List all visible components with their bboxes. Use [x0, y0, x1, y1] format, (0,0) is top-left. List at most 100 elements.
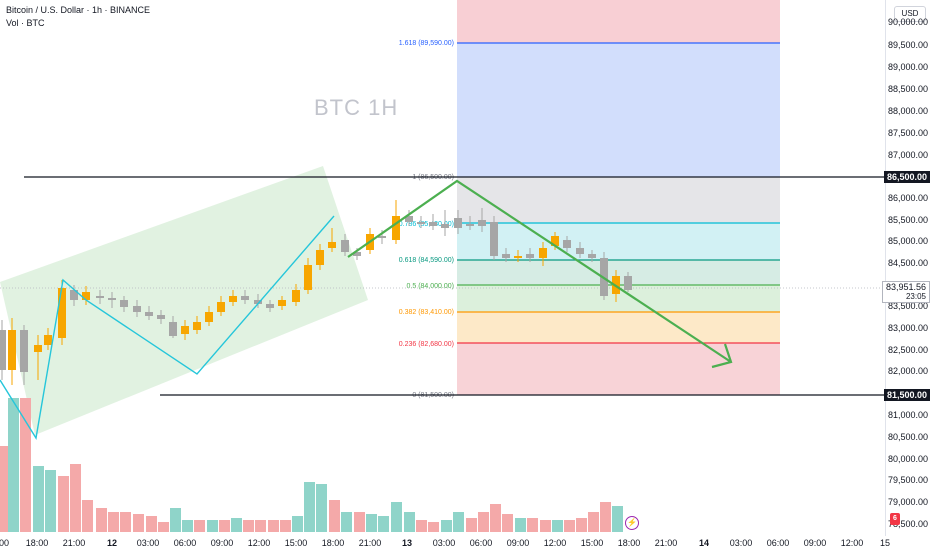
fib-zone-0786 [457, 223, 780, 260]
candle [58, 288, 66, 338]
candle [108, 298, 116, 300]
price-tick: 79,500.00 [887, 475, 928, 485]
volume-bar [391, 502, 402, 532]
ascending-channel[interactable] [0, 166, 368, 435]
price-label-upper: 86,500.00 [883, 171, 930, 183]
volume-bar [304, 482, 315, 532]
price-tick: 84,500.00 [887, 258, 928, 268]
fib-label-05: 0.5 (84,000.00) [407, 283, 454, 290]
price-tick: 85,500.00 [887, 215, 928, 225]
volume-bar [354, 512, 365, 532]
candle [576, 248, 584, 254]
volume-bar [82, 500, 93, 532]
price-tick: 87,000.00 [887, 150, 928, 160]
volume-bar [428, 522, 439, 532]
candle [20, 330, 28, 372]
candle [417, 222, 425, 224]
currency-button[interactable]: USD [894, 6, 926, 22]
volume-bar [466, 518, 477, 532]
price-tick: 82,000.00 [887, 366, 928, 376]
candle [441, 224, 449, 228]
time-tick: 12 [106, 538, 118, 548]
candle [145, 312, 153, 316]
volume-bar [416, 520, 427, 532]
bar-countdown: 23:05 [905, 292, 926, 301]
price-tick: 90,000.00 [887, 17, 928, 27]
candle [120, 300, 128, 307]
time-tick: 18:00 [617, 538, 641, 548]
price-tick: 81,000.00 [887, 410, 928, 420]
volume-bar [453, 512, 464, 532]
arrow-head [711, 343, 733, 369]
price-tick: 86,000.00 [887, 193, 928, 203]
time-tick: 00 [0, 538, 10, 548]
fib-zone-1618 [457, 43, 780, 177]
projection-arrow[interactable] [347, 179, 732, 363]
fib-zone-1 [457, 177, 780, 223]
fib-zone-0236 [457, 343, 780, 395]
candle [34, 345, 42, 352]
volume-bar [255, 520, 266, 532]
candle [526, 254, 534, 258]
candle [229, 296, 237, 302]
volume-bar [612, 506, 623, 532]
price-label-lower: 81,500.00 [883, 389, 930, 401]
symbol-title[interactable]: Bitcoin / U.S. Dollar · 1h · BINANCE [6, 5, 151, 15]
volume-histogram [0, 398, 623, 532]
time-tick: 21:00 [358, 538, 382, 548]
volume-bar [564, 520, 575, 532]
time-tick: 12:00 [247, 538, 271, 548]
price-tick: 83,000.00 [887, 323, 928, 333]
fib-label-0382: 0.382 (83,410.00) [399, 309, 454, 316]
volume-bar [329, 500, 340, 532]
candle [341, 240, 349, 252]
time-tick: 21:00 [62, 538, 86, 548]
candle [328, 242, 336, 248]
volume-bar [280, 520, 291, 532]
time-tick: 18:00 [321, 538, 345, 548]
volume-bar [268, 520, 279, 532]
volume-bar [588, 512, 599, 532]
last-price-value: 83,951.56 [885, 282, 926, 292]
flash-icon[interactable]: ⚡ [625, 516, 639, 530]
candle [392, 216, 400, 240]
volume-bar [58, 476, 69, 532]
candle [429, 222, 437, 226]
volume-bar [576, 518, 587, 532]
chart-watermark: BTC 1H [314, 95, 399, 120]
tradingview-logo[interactable]: 6 [890, 513, 900, 525]
volume-bar [182, 520, 193, 532]
volume-bar [341, 512, 352, 532]
candle [551, 236, 559, 246]
volume-bar [316, 484, 327, 532]
candle [539, 248, 547, 258]
price-axis[interactable]: USD 90,000.00 89,500.00 89,000.00 88,500.00… [885, 0, 932, 536]
candle [8, 330, 16, 370]
zigzag-pattern[interactable] [0, 215, 335, 440]
time-tick: 06:00 [766, 538, 790, 548]
chart-canvas[interactable]: 1.618 (89,590.00) 1 (86,500.00) 0.786 (8… [0, 0, 886, 536]
time-tick: 15 [879, 538, 891, 548]
volume-bar [378, 516, 389, 532]
volume-bar [133, 514, 144, 532]
time-tick: 03:00 [136, 538, 160, 548]
volume-bar [292, 516, 303, 532]
price-tick: 82,500.00 [887, 345, 928, 355]
fib-zone-top [457, 0, 780, 43]
time-tick: 03:00 [432, 538, 456, 548]
fib-label-0236: 0.236 (82,680.00) [399, 341, 454, 348]
volume-bar [120, 512, 131, 532]
price-tick: 88,500.00 [887, 84, 928, 94]
candle [304, 265, 312, 290]
volume-bar [552, 520, 563, 532]
price-tick: 79,000.00 [887, 497, 928, 507]
candle [193, 322, 201, 330]
candle [205, 312, 213, 322]
time-tick: 12:00 [543, 538, 567, 548]
volume-bar [366, 514, 377, 532]
candle [292, 290, 300, 302]
time-tick: 15:00 [284, 538, 308, 548]
price-tick: 83,500.00 [887, 301, 928, 311]
volume-indicator-label[interactable]: Vol · BTC [6, 18, 45, 28]
candle [588, 254, 596, 258]
